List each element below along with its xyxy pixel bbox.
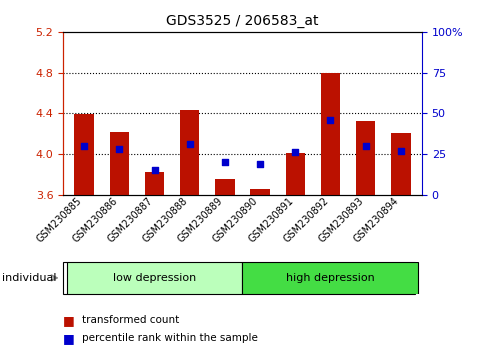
Text: transformed count: transformed count <box>82 315 180 325</box>
Point <box>396 148 404 154</box>
Point <box>291 149 299 155</box>
Bar <box>75 114 93 195</box>
Point <box>115 146 123 152</box>
Text: GSM230885: GSM230885 <box>35 196 84 245</box>
Text: percentile rank within the sample: percentile rank within the sample <box>82 333 258 343</box>
Point <box>361 143 369 149</box>
Point <box>256 161 263 167</box>
Bar <box>180 110 199 195</box>
Text: ■: ■ <box>63 332 75 344</box>
Point <box>326 117 333 122</box>
Point <box>221 159 228 165</box>
FancyBboxPatch shape <box>66 262 242 294</box>
Text: GSM230886: GSM230886 <box>70 196 119 245</box>
Text: GSM230892: GSM230892 <box>281 196 330 245</box>
Text: ■: ■ <box>63 314 75 327</box>
Bar <box>145 172 164 195</box>
Bar <box>320 73 339 195</box>
Text: GSM230891: GSM230891 <box>246 196 295 245</box>
Point <box>151 167 158 173</box>
Bar <box>250 189 269 195</box>
Point <box>80 143 88 149</box>
Text: GSM230889: GSM230889 <box>176 196 225 245</box>
Text: GSM230894: GSM230894 <box>351 196 400 245</box>
FancyBboxPatch shape <box>63 262 414 294</box>
FancyBboxPatch shape <box>242 262 418 294</box>
Text: individual: individual <box>2 273 57 283</box>
Text: high depression: high depression <box>286 273 374 283</box>
Bar <box>285 153 304 195</box>
Bar <box>109 132 129 195</box>
Text: low depression: low depression <box>113 273 196 283</box>
Bar <box>215 179 234 195</box>
Text: GSM230890: GSM230890 <box>211 196 259 245</box>
Text: GSM230888: GSM230888 <box>141 196 189 245</box>
Title: GDS3525 / 206583_at: GDS3525 / 206583_at <box>166 14 318 28</box>
Point <box>185 141 193 147</box>
Bar <box>355 121 375 195</box>
Text: GSM230887: GSM230887 <box>106 196 154 245</box>
Text: GSM230893: GSM230893 <box>316 196 365 245</box>
Bar <box>391 133 409 195</box>
